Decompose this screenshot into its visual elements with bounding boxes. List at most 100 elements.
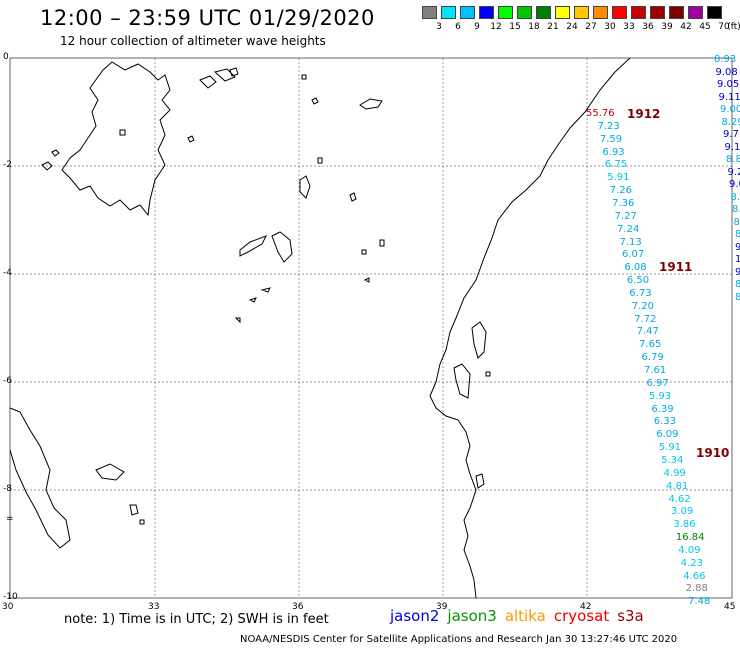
wave-height-reading-edge: 8.8 — [726, 154, 740, 165]
wave-height-reading: 7.24 — [617, 223, 640, 235]
wave-height-reading: 6.97 — [646, 377, 669, 389]
scale-swatch — [688, 6, 703, 19]
scale-label: 21 — [547, 22, 559, 32]
wave-height-reading: 4.09 — [678, 544, 701, 556]
scale-label: 42 — [680, 22, 692, 32]
wave-height-reading-edge: 8. — [733, 216, 740, 228]
satellite-legend: jason2 jason3 altika cryosat s3a — [390, 607, 652, 625]
wave-height-reading-edge: 8.29 — [721, 116, 740, 128]
scale-swatch — [422, 6, 437, 19]
lake-victoria-outline — [61, 61, 171, 217]
scale-swatch — [612, 6, 627, 19]
lake-tanganyika-outline — [9, 407, 71, 549]
scale-label: 39 — [661, 22, 673, 32]
wave-height-reading: 4.99 — [663, 467, 686, 479]
scale-swatch — [631, 6, 646, 19]
wave-height-reading-edge: 8. — [735, 229, 740, 240]
wave-height-reading: 55.76 — [586, 108, 615, 119]
scale-label: 33 — [623, 22, 635, 32]
legend-item: cryosat — [553, 607, 610, 625]
wave-height-reading: 6.39 — [651, 403, 674, 415]
wave-height-reading: 6.75 — [604, 159, 628, 171]
wave-height-reading: 16.84 — [675, 532, 705, 544]
islands-coastal — [453, 321, 491, 489]
wave-height-reading-edge: 9 — [735, 266, 740, 278]
wave-height-reading: 7.65 — [639, 339, 662, 351]
scale-swatch — [517, 6, 532, 19]
scale-swatch — [574, 6, 589, 19]
wave-height-reading-edge: 9.00 — [720, 104, 740, 115]
scale-swatch — [460, 6, 475, 19]
wave-height-reading-edge: 8.93 — [714, 54, 737, 65]
wave-height-reading-edge: 9.2 — [727, 166, 740, 178]
wave-height-reading-edge: 8.8 — [730, 191, 740, 203]
lat-label: -8 — [3, 484, 12, 494]
lon-label: 39 — [436, 602, 448, 612]
lat-extra-label: = — [6, 514, 14, 524]
wave-height-reading: 4.23 — [680, 557, 704, 569]
wave-height-reading: 6.93 — [602, 146, 625, 158]
pass-id-label: 1910 — [696, 446, 730, 460]
wave-height-reading-edge: 9.1 — [724, 141, 740, 153]
scale-label: 30 — [604, 22, 616, 32]
map-frame — [9, 57, 733, 599]
page-title: 12:00 – 23:59 UTC 01/29/2020 — [40, 6, 375, 30]
scale-swatch — [536, 6, 551, 19]
wave-height-reading: 3.86 — [673, 519, 696, 531]
page-subtitle: 12 hour collection of altimeter wave hei… — [60, 34, 326, 48]
wave-height-reading-edge: 8. — [732, 204, 740, 215]
wave-height-reading: 6.08 — [624, 262, 647, 274]
scale-swatch — [669, 6, 684, 19]
wave-height-reading-edge: 9. — [735, 241, 740, 253]
pass-id-label: 1911 — [659, 260, 693, 274]
wave-height-reading: 7.20 — [631, 300, 655, 312]
scale-unit: (ft) — [727, 22, 740, 32]
wave-height-reading: 3.09 — [670, 506, 694, 518]
pass-id-label: 1912 — [627, 107, 661, 121]
wave-height-reading: 7.36 — [612, 197, 635, 209]
wave-height-reading-edge: 9.05 — [717, 79, 740, 90]
footer-note: note: 1) Time is in UTC; 2) SWH is in fe… — [64, 612, 329, 627]
lat-label: 0 — [3, 52, 9, 62]
scale-swatch — [479, 6, 494, 19]
wave-height-reading: 7.23 — [597, 120, 620, 132]
wave-height-reading-edge: 9.11 — [718, 91, 740, 103]
wave-height-reading: 6.79 — [641, 352, 664, 364]
scale-swatch — [593, 6, 608, 19]
scale-label: 12 — [490, 22, 502, 32]
scale-label: 70 — [718, 22, 730, 32]
credit-line: NOAA/NESDIS Center for Satellite Applica… — [240, 634, 678, 645]
wave-height-reading: 7.72 — [634, 313, 657, 325]
coastline — [429, 57, 631, 599]
wave-height-reading: 7.13 — [619, 236, 642, 248]
wave-height-reading: 5.91 — [658, 442, 681, 454]
small-lakes-south — [95, 463, 145, 525]
scale-label: 9 — [474, 22, 480, 32]
wave-height-reading: 6.73 — [629, 287, 652, 299]
scale-label: 45 — [699, 22, 711, 32]
wave-height-reading: 7.27 — [614, 210, 637, 222]
wave-height-reading-edge: 8 — [735, 279, 740, 290]
scale-swatch — [555, 6, 570, 19]
wave-height-reading: 4.81 — [666, 480, 689, 492]
legend-item: jason2 — [390, 607, 440, 625]
wave-height-reading: 7.61 — [644, 365, 667, 376]
scale-swatch — [650, 6, 665, 19]
wave-height-reading: 6.33 — [653, 416, 677, 428]
wave-height-reading-edge: 9.0 — [729, 179, 740, 190]
lat-label: -4 — [3, 268, 12, 278]
lat-label: -10 — [3, 592, 18, 602]
legend-item: jason3 — [447, 607, 497, 625]
scale-label: 18 — [528, 22, 540, 32]
lat-label: -2 — [3, 160, 12, 170]
wave-height-reading: 2.88 — [685, 583, 708, 595]
wave-height-reading: 4.62 — [668, 493, 691, 505]
wave-height-reading: 7.48 — [688, 596, 711, 608]
scale-label: 6 — [455, 22, 461, 32]
lon-label: 33 — [148, 602, 160, 612]
wave-height-reading: 7.59 — [599, 133, 623, 145]
wave-height-reading-edge: 10 — [735, 254, 740, 265]
lon-label: 42 — [580, 602, 592, 612]
scale-label: 36 — [642, 22, 654, 32]
